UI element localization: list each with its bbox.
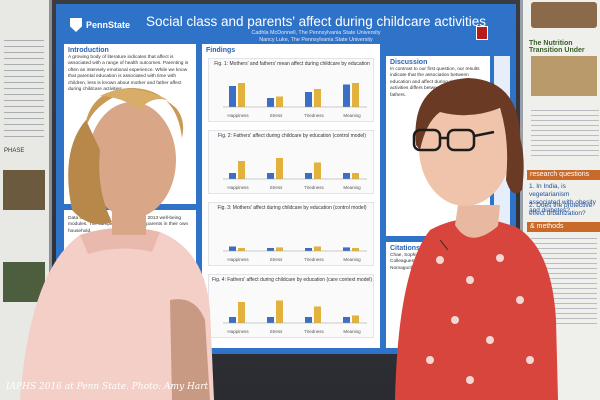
figure-category-label: Stress: [270, 113, 284, 118]
section-heading: Citations: [390, 245, 420, 252]
figure-2: Fig. 2: Fathers' affect during childcare…: [208, 130, 374, 194]
section-heading: Discussion: [390, 59, 428, 66]
section-text: In contrast to our first question, our r…: [390, 67, 480, 98]
glasses-icon: [412, 128, 495, 152]
figure-bar: [314, 246, 321, 251]
right-poster-food-photo: [531, 2, 597, 28]
figure-bar: [238, 248, 245, 251]
figure-bar: [238, 161, 245, 179]
section-heading: Introduction: [68, 47, 109, 54]
figure-bar: [229, 246, 236, 251]
figure-bar: [352, 315, 359, 323]
figure-category-label: Stress: [270, 185, 284, 190]
figure-bar: [305, 92, 312, 107]
photo-credit: IAPHS 2016 at Penn State. Photo: Amy Har…: [6, 382, 209, 392]
figure-category-label: Meaning: [343, 113, 361, 118]
figure-bar: [352, 173, 359, 179]
figure-3: Fig. 3: Mothers' affect during childcare…: [208, 202, 374, 266]
figure-bar: [343, 84, 350, 107]
figure-category-label: Tiredness: [304, 185, 324, 190]
figure-bar: [229, 86, 236, 107]
figure-bar: [343, 247, 350, 251]
figure-category-label: Meaning: [343, 257, 361, 262]
figure-bar: [267, 248, 274, 251]
logo-text: PennState: [86, 20, 131, 30]
figure-category-label: Meaning: [343, 185, 361, 190]
figure-bar: [305, 173, 312, 179]
figure-bar: [276, 300, 283, 323]
right-poster-band: research questions: [527, 170, 600, 180]
figure-bar: [352, 83, 359, 107]
figure-bar: [352, 248, 359, 251]
right-poster-band: & methods: [527, 222, 600, 232]
figure-bar: [276, 158, 283, 179]
right-poster-title: The Nutrition Transition Under: [529, 40, 585, 54]
figure-category-label: Happiness: [227, 257, 249, 262]
figure-bar: [267, 98, 274, 107]
figure-4: Fig. 4: Fathers' affect during childcare…: [208, 274, 374, 338]
woman-right: [395, 78, 558, 400]
findings-panel: Findings Fig. 1: Mothers' and fathers' m…: [202, 44, 380, 348]
figure-category-label: Tiredness: [304, 113, 324, 118]
figure-chart: Happiness Stress Tiredness Meaning: [223, 83, 367, 118]
left-poster-photo: [3, 170, 45, 210]
figure-bar: [229, 173, 236, 179]
figure-chart: Happiness Stress Tiredness Meaning: [223, 246, 367, 262]
right-poster-bullets: [531, 110, 599, 160]
figure-title: Fig. 1: Mothers' and fathers' mean affec…: [214, 61, 370, 67]
figure-title: Fig. 4: Fathers' affect during childcare…: [211, 277, 373, 283]
figure-bar: [314, 306, 321, 323]
figure-category-label: Stress: [270, 329, 284, 334]
author-line: Cadhla McDonnell, The Pennsylvania State…: [251, 30, 381, 36]
figure-bar: [267, 173, 274, 179]
left-poster-photo: [3, 262, 45, 302]
figure-bar: [238, 302, 245, 323]
figure-title: Fig. 3: Mothers' affect during childcare…: [217, 205, 367, 211]
university-logo: PennState: [70, 18, 130, 32]
figure-1: Fig. 1: Mothers' and fathers' mean affec…: [208, 58, 374, 122]
figure-chart: Happiness Stress Tiredness Meaning: [223, 158, 367, 190]
figure-category-label: Stress: [270, 257, 284, 262]
figure-title: Fig. 2: Fathers' affect during childcare…: [218, 133, 366, 139]
figure-category-label: Meaning: [343, 329, 361, 334]
section-heading: Findings: [206, 47, 236, 54]
figure-bar: [238, 83, 245, 107]
figure-bar: [343, 317, 350, 323]
figure-bar: [267, 317, 274, 323]
figure-bar: [314, 162, 321, 179]
figure-bar: [276, 247, 283, 251]
woman-left: [20, 88, 214, 400]
shield-icon: [70, 18, 82, 32]
right-poster-question: 1. In India, is vegetarianism associated…: [529, 183, 596, 214]
university-crest-icon: [476, 26, 488, 40]
figure-bar: [305, 248, 312, 251]
figure-category-label: Happiness: [227, 185, 249, 190]
figure-bar: [305, 317, 312, 323]
figure-chart: Happiness Stress Tiredness Meaning: [223, 300, 367, 334]
figure-category-label: Tiredness: [304, 257, 324, 262]
left-poster-text: [4, 40, 44, 140]
right-poster-image: [531, 56, 597, 96]
left-poster-label: PHASE: [4, 148, 25, 154]
figure-category-label: Happiness: [227, 113, 249, 118]
figure-category-label: Tiredness: [304, 329, 324, 334]
author-line: Nancy Luke, The Pennsylvania State Unive…: [259, 37, 373, 43]
figure-bar: [343, 173, 350, 179]
figure-bar: [314, 89, 321, 107]
section-text: A growing body of literature indicates t…: [68, 55, 189, 93]
figure-bar: [276, 96, 283, 107]
left-poster-board: PHASE: [0, 0, 52, 400]
figure-bar: [229, 317, 236, 323]
right-poster-question: 2. Does the protective effect urbanizati…: [529, 202, 593, 217]
figure-category-label: Happiness: [227, 329, 249, 334]
poster-title: Social class and parents' affect during …: [145, 14, 486, 29]
